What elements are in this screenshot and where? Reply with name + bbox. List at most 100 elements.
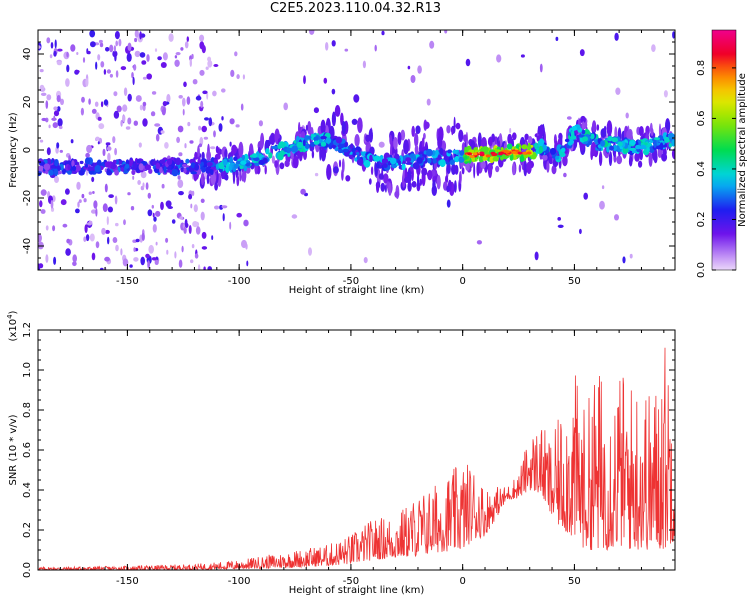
noise-point	[291, 214, 298, 219]
noise-point	[70, 44, 76, 52]
spread-point	[581, 121, 585, 130]
ridge-point	[182, 163, 188, 168]
noise-point	[566, 116, 572, 120]
noise-point	[89, 233, 95, 242]
ridge-point	[405, 161, 413, 165]
noise-point	[95, 136, 100, 141]
spread-point	[307, 121, 312, 135]
noise-point	[211, 235, 214, 241]
noise-point	[201, 246, 208, 250]
ridge-point	[646, 147, 650, 153]
noise-point	[78, 199, 82, 204]
noise-point	[152, 224, 157, 233]
ridge-point	[612, 144, 618, 152]
spread-point	[269, 132, 276, 146]
y-tick-label: 40	[22, 48, 33, 61]
spread-point	[648, 152, 653, 167]
noise-point	[108, 194, 114, 199]
spread-point	[397, 131, 402, 146]
noise-point	[120, 248, 123, 256]
noise-point	[99, 42, 104, 48]
noise-point	[139, 31, 142, 40]
spread-point	[455, 122, 461, 130]
spread-point	[488, 163, 493, 179]
noise-point	[46, 147, 51, 156]
noise-point	[45, 254, 49, 263]
noise-point	[192, 79, 198, 85]
noise-point	[45, 100, 49, 109]
noise-point	[49, 54, 53, 59]
spread-point	[639, 125, 644, 136]
noise-point	[161, 105, 164, 110]
spread-point	[393, 137, 398, 150]
spread-point	[454, 164, 459, 175]
noise-point	[56, 106, 61, 112]
ridge-point	[519, 154, 525, 163]
noise-point	[539, 63, 543, 73]
noise-point	[133, 257, 139, 262]
ridge-point	[356, 158, 364, 166]
spread-point	[206, 173, 210, 185]
ridge-point	[313, 140, 320, 145]
ridge-point	[218, 162, 225, 170]
noise-point	[38, 263, 44, 269]
ridge-point	[653, 140, 657, 148]
spread-point	[603, 125, 607, 133]
noise-point	[76, 181, 81, 190]
ridge-point	[213, 158, 218, 164]
y-tick-label: 0.6	[22, 442, 33, 458]
noise-point	[123, 219, 126, 226]
noise-point	[157, 56, 162, 61]
noise-point	[39, 139, 44, 143]
noise-point	[125, 126, 131, 130]
spread-point	[480, 160, 486, 169]
spread-point	[446, 185, 450, 193]
spread-point	[320, 119, 326, 135]
noise-point	[106, 69, 111, 74]
ridge-point	[381, 158, 389, 164]
ridge-point	[46, 158, 52, 165]
spread-point	[453, 116, 456, 131]
ridge-point	[233, 156, 238, 161]
x-axis-label: Height of straight line (km)	[289, 285, 425, 296]
ridge-point	[632, 150, 637, 154]
noise-point	[127, 192, 131, 196]
noise-point	[107, 152, 111, 162]
spread-point	[658, 123, 662, 138]
peak-point	[472, 152, 478, 156]
noise-point	[207, 60, 213, 68]
noise-point	[614, 32, 619, 41]
noise-point	[161, 183, 165, 189]
peak-point	[498, 152, 503, 156]
noise-point	[105, 47, 110, 52]
noise-point	[509, 128, 512, 134]
noise-point	[520, 54, 525, 58]
noise-point	[229, 221, 232, 230]
ridge-point	[296, 141, 304, 149]
noise-point	[135, 238, 140, 243]
spread-point	[414, 132, 419, 148]
noise-point	[213, 130, 216, 138]
noise-point	[204, 117, 209, 121]
y-tick-label: -20	[22, 190, 33, 206]
noise-point	[146, 73, 152, 80]
spread-point	[523, 160, 528, 177]
ridge-point	[412, 154, 417, 162]
ridge-point	[629, 140, 636, 145]
ridge-point	[671, 139, 675, 147]
noise-point	[200, 100, 204, 108]
ridge-point	[609, 145, 614, 151]
spread-point	[279, 162, 285, 170]
noise-point	[166, 249, 169, 255]
colorbar-tick-label: 0.2	[696, 212, 707, 228]
noise-point	[221, 116, 224, 121]
noise-point	[120, 66, 127, 71]
noise-point	[208, 117, 213, 127]
noise-point	[663, 90, 668, 98]
spread-point	[194, 151, 198, 160]
spread-point	[592, 120, 597, 133]
noise-point	[147, 192, 151, 199]
noise-point	[120, 119, 123, 127]
noise-point	[65, 188, 70, 195]
